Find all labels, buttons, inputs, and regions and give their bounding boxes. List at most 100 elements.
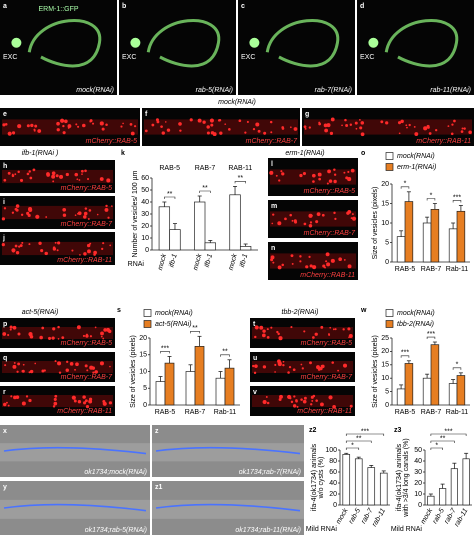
- red-vesicle: [22, 363, 25, 366]
- red-vesicle: [5, 401, 8, 404]
- y-tick-label: 15: [139, 352, 147, 359]
- panel-letter: s: [117, 307, 121, 314]
- red-vesicle: [351, 216, 357, 221]
- red-vesicle: [104, 207, 109, 212]
- panel-letter: d: [360, 3, 364, 10]
- red-vesicle: [312, 180, 315, 183]
- red-vesicle: [295, 399, 298, 403]
- red-vesicle: [332, 404, 336, 409]
- red-vesicle: [57, 325, 60, 329]
- red-vesicle: [310, 403, 313, 406]
- significance-label: **: [238, 175, 244, 182]
- red-vesicle: [77, 211, 82, 216]
- red-vesicle: [279, 394, 283, 399]
- red-vesicle: [228, 128, 231, 131]
- bar: [354, 458, 363, 506]
- y-tick-label: 0: [143, 402, 147, 409]
- red-vesicle: [435, 128, 438, 132]
- red-vesicle: [288, 396, 292, 400]
- red-vesicle: [351, 213, 354, 216]
- red-vesicle: [315, 220, 319, 224]
- red-vesicle: [246, 120, 249, 124]
- significance-bracket: [234, 181, 246, 184]
- red-vesicle: [59, 174, 64, 179]
- red-vesicle: [51, 174, 56, 179]
- significance-label: **: [192, 325, 198, 332]
- red-vesicle: [83, 252, 87, 256]
- red-vesicle: [39, 335, 43, 340]
- red-vesicle: [14, 173, 17, 176]
- red-vesicle: [333, 211, 336, 215]
- bar: [164, 362, 175, 406]
- red-vesicle: [238, 119, 242, 123]
- red-vesicle: [311, 214, 313, 217]
- panel-caption: mCherry::RAB-11: [57, 408, 112, 415]
- red-vesicle: [289, 213, 292, 217]
- red-vesicle: [29, 369, 34, 374]
- bar: [427, 495, 435, 506]
- red-haze: [270, 211, 356, 227]
- red-vesicle: [4, 364, 7, 367]
- y-tick-label: 10: [414, 491, 422, 498]
- red-vesicle: [309, 361, 312, 365]
- red-vesicle: [423, 126, 428, 131]
- red-vesicle: [451, 123, 454, 126]
- red-vesicle: [347, 327, 351, 331]
- error-bar: [451, 222, 456, 229]
- gfp-cell: [130, 37, 141, 48]
- red-vesicle: [66, 360, 69, 363]
- red-vesicle: [329, 131, 334, 135]
- red-vesicle: [328, 395, 333, 400]
- red-haze: [2, 241, 113, 256]
- panel-caption: mCherry::RAB-7: [301, 374, 353, 381]
- panel-caption: ok1734;rab-7(RNAi): [239, 469, 301, 476]
- red-vesicle: [91, 366, 96, 370]
- red-vesicle: [304, 127, 307, 130]
- red-vesicle: [65, 172, 69, 177]
- red-vesicle: [360, 121, 365, 125]
- red-vesicle: [189, 118, 193, 122]
- red-vesicle: [58, 371, 62, 374]
- panel-caption: mCherry::RAB-7: [246, 138, 298, 145]
- red-vesicle: [331, 361, 334, 364]
- bar: [229, 194, 241, 251]
- red-vesicle: [290, 254, 294, 258]
- red-vesicle: [102, 242, 105, 245]
- red-vesicle: [12, 364, 17, 369]
- y-tick-label: 25: [381, 335, 389, 342]
- group-heading: act-5(RNAi): [22, 309, 59, 316]
- red-vesicle: [303, 125, 307, 129]
- panel-letter: z1: [155, 484, 163, 491]
- bar: [155, 381, 166, 406]
- error-bar: [399, 384, 404, 389]
- red-vesicle: [161, 131, 165, 135]
- red-vesicle: [320, 325, 324, 329]
- bar: [450, 468, 458, 506]
- y-axis-label: Size of vesicles (pixels): [372, 335, 379, 408]
- red-vesicle: [83, 401, 87, 405]
- red-vesicle: [428, 132, 432, 135]
- panel-letter: x: [3, 428, 7, 435]
- red-vesicle: [130, 131, 135, 136]
- red-vesicle: [341, 124, 343, 127]
- red-vesicle: [12, 132, 15, 135]
- red-vesicle: [358, 118, 361, 121]
- red-vesicle: [197, 118, 202, 123]
- red-vesicle: [252, 127, 256, 131]
- red-vesicle: [52, 180, 55, 183]
- legend-label: act-5(RNAi): [155, 321, 192, 328]
- red-vesicle: [74, 368, 76, 371]
- red-vesicle: [53, 397, 57, 401]
- y-tick-label: 20: [381, 181, 389, 188]
- bar: [194, 201, 206, 251]
- bar: [224, 367, 235, 406]
- red-vesicle: [88, 397, 93, 401]
- panel-letter: y: [3, 484, 7, 491]
- red-vesicle: [277, 332, 280, 336]
- red-vesicle: [301, 367, 304, 370]
- red-vesicle: [53, 401, 58, 406]
- red-vesicle: [253, 371, 257, 375]
- red-vesicle: [269, 170, 274, 175]
- red-vesicle: [350, 168, 355, 173]
- bar: [448, 383, 458, 406]
